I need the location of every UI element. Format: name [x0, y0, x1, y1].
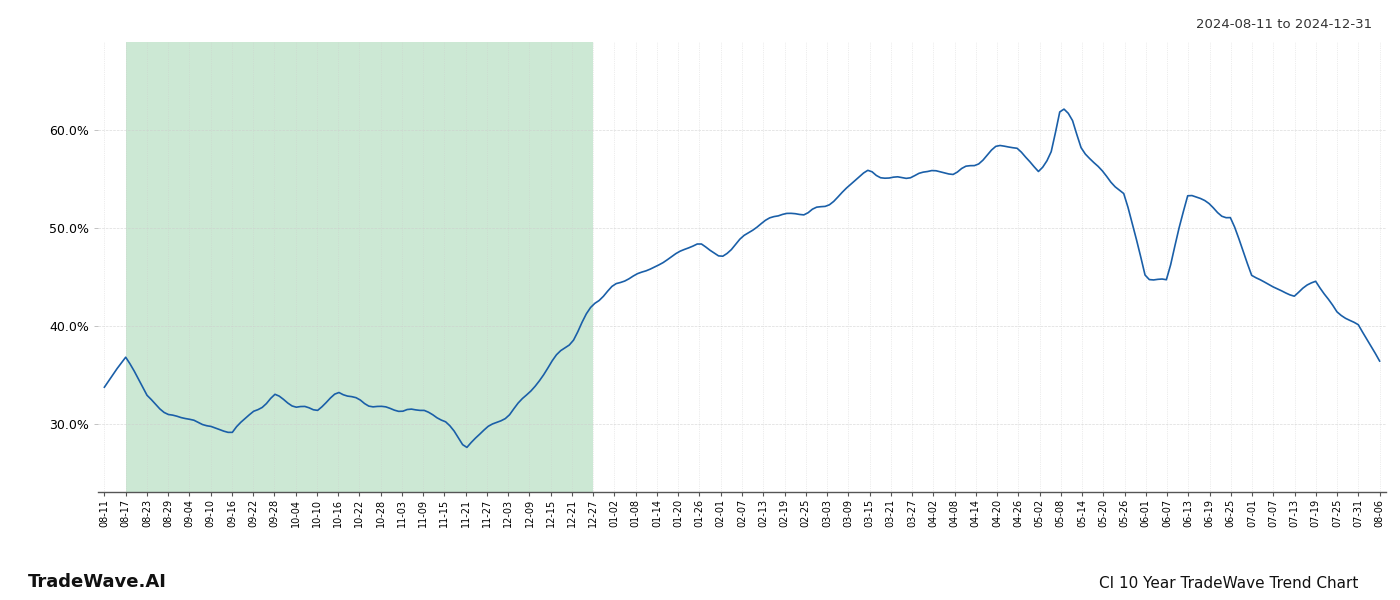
Text: 2024-08-11 to 2024-12-31: 2024-08-11 to 2024-12-31	[1196, 18, 1372, 31]
Text: CI 10 Year TradeWave Trend Chart: CI 10 Year TradeWave Trend Chart	[1099, 576, 1358, 591]
Text: TradeWave.AI: TradeWave.AI	[28, 573, 167, 591]
Bar	[126, 42, 594, 492]
